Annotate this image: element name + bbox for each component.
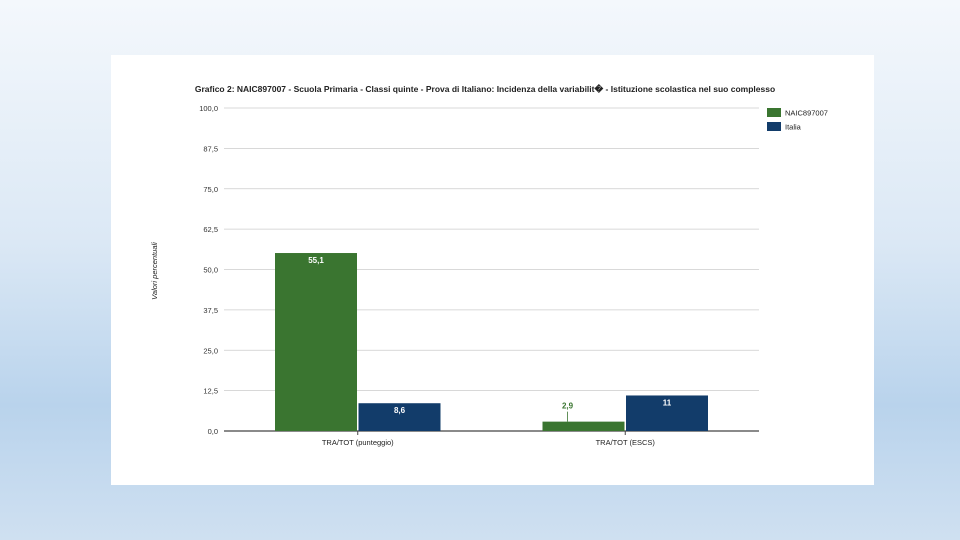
bar-italia [626,395,708,431]
y-tick-label: 62,5 [203,225,218,234]
y-tick-label: 87,5 [203,144,218,153]
bar-chart: Grafico 2: NAIC897007 - Scuola Primaria … [150,83,828,447]
y-tick-label: 100,0 [199,104,218,113]
bars [275,253,708,431]
legend-swatch [767,122,781,131]
y-tick-label: 0,0 [208,427,218,436]
bar-naic897007 [542,421,625,431]
y-tick-label: 25,0 [203,346,218,355]
data-label: 55,1 [308,256,324,265]
y-tick-label: 12,5 [203,387,218,396]
data-label: 8,6 [394,406,406,415]
legend-swatch [767,108,781,117]
y-tick-label: 37,5 [203,306,218,315]
y-axis-label: Valori percentuali [150,242,159,300]
legend-label: Italia [785,123,802,132]
x-tick-label: TRA/TOT (ESCS) [596,438,656,447]
legend-label: NAIC897007 [785,109,828,118]
bar-naic897007 [275,253,357,431]
x-tick-labels: TRA/TOT (punteggio) TRA/TOT (ESCS) [322,431,656,447]
bar-italia [358,403,441,431]
legend: NAIC897007 Italia [767,108,828,132]
y-tick-label: 50,0 [203,266,218,275]
data-label: 11 [663,398,672,407]
y-tick-labels: 0,0 12,5 25,0 37,5 50,0 62,5 75,0 87,5 100,0 [199,104,218,436]
chart-title: Grafico 2: NAIC897007 - Scuola Primaria … [195,83,775,94]
y-tick-label: 75,0 [203,185,218,194]
data-labels: 55,1 8,6 2,9 11 [308,256,672,422]
chart-panel: Grafico 2: NAIC897007 - Scuola Primaria … [111,55,874,485]
x-tick-label: TRA/TOT (punteggio) [322,438,394,447]
data-label: 2,9 [562,402,574,411]
